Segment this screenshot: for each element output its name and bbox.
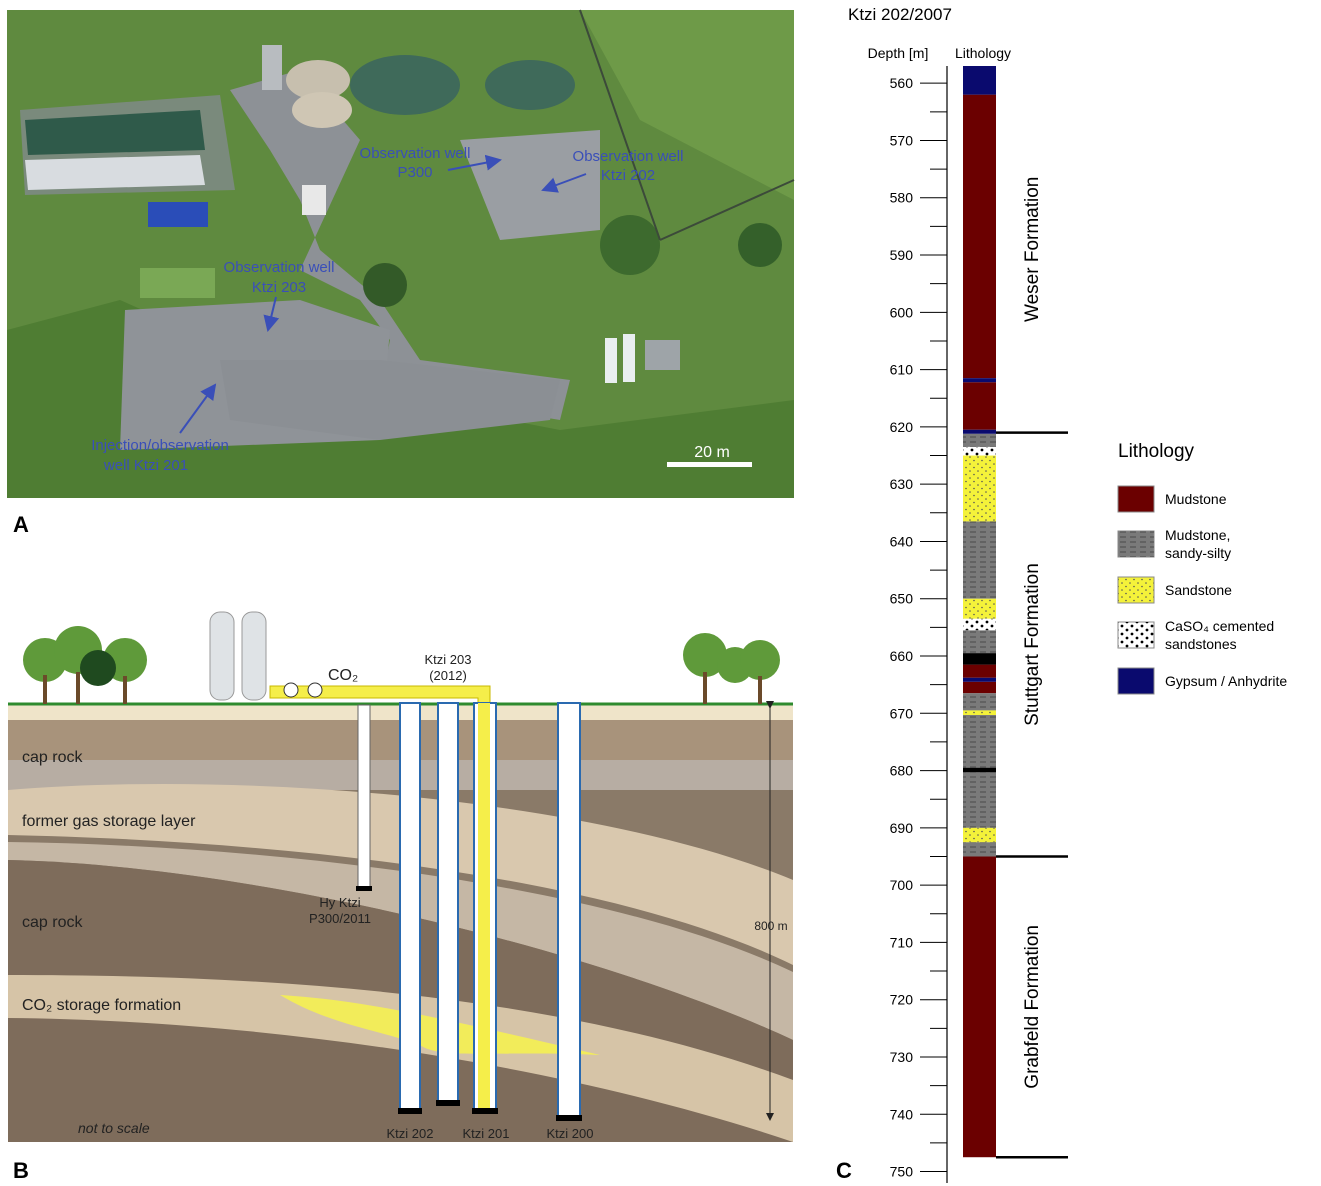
annotation-text: Ktzi 202 (601, 167, 655, 184)
annotation-text: Injection/observation (91, 437, 229, 454)
aerial-photo (7, 9, 795, 498)
lithology-layer (963, 664, 996, 678)
y-tick-label: 600 (890, 304, 914, 320)
y-tick-label: 650 (890, 591, 914, 607)
y-tick-label: 630 (890, 476, 914, 492)
layer-pattern (963, 710, 996, 716)
well-label: Ktzi 200 (547, 1126, 594, 1141)
y-tick-label: 720 (890, 992, 914, 1008)
annotation-text: P300 (397, 164, 432, 181)
scale-bar (667, 462, 752, 467)
cross-section (8, 611, 793, 1142)
legend-label: Sandstone (1165, 582, 1232, 598)
lithology-layer (963, 677, 996, 682)
well-label: Hy Ktzi (319, 895, 360, 910)
annotation-text: well Ktzi 201 (103, 457, 188, 474)
note: not to scale (78, 1120, 150, 1136)
lithology-layer (963, 767, 996, 773)
column-title: Lithology (955, 45, 1011, 61)
lithology-layer (963, 382, 996, 430)
layer-pattern (963, 827, 996, 843)
annotation-text: Ktzi 203 (252, 279, 306, 296)
layer-pattern (963, 630, 996, 654)
y-tick-label: 560 (890, 75, 914, 91)
panel-label: A (13, 512, 29, 537)
layer-pattern (963, 433, 996, 447)
layer-pattern (963, 521, 996, 599)
lithology-layer (963, 429, 996, 434)
lithology-layer (963, 378, 996, 383)
formation-name: Stuttgart Formation (1022, 563, 1043, 726)
panel-label: B (13, 1158, 29, 1183)
y-tick-label: 700 (890, 877, 914, 893)
layer-label: cap rock (22, 749, 83, 766)
annotation-text: Observation well (360, 145, 471, 162)
layer-label: cap rock (22, 914, 83, 931)
well-label: Ktzi 203 (425, 652, 472, 667)
annotation: Observation well P300 Observation well K… (91, 145, 683, 474)
scale-bar-label: 20 m (694, 444, 730, 461)
well-label: (2012) (429, 668, 467, 683)
y-tick-label: 710 (890, 934, 914, 950)
layer-pattern (963, 598, 996, 619)
layer-pattern (963, 772, 996, 828)
y-tick-label: 570 (890, 132, 914, 148)
formation-name: Weser Formation (1022, 177, 1043, 322)
legend-pattern (1118, 531, 1154, 557)
y-tick-label: 690 (890, 820, 914, 836)
lithology-layer (963, 856, 996, 1158)
y-tick-label: 730 (890, 1049, 914, 1065)
y-tick-label: 580 (890, 190, 914, 206)
layer-pattern (963, 842, 996, 857)
y-tick-label: 660 (890, 648, 914, 664)
legend-label: sandstones (1165, 636, 1237, 652)
y-tick-label: 610 (890, 362, 914, 378)
lithology-log: 560 570 580 590 600 610 620 630 640 650 660 670 680 6… (890, 66, 1287, 1183)
depth-label: 800 m (754, 919, 787, 933)
layer-label: CO₂ storage formation (22, 997, 181, 1014)
well-label: P300/2011 (309, 911, 371, 926)
layer-pattern (963, 455, 996, 522)
legend-pattern (1118, 622, 1154, 648)
well-label: Ktzi 201 (463, 1126, 510, 1141)
legend-pattern (1118, 577, 1154, 603)
axis-title: Depth [m] (868, 45, 929, 61)
y-tick-label: 670 (890, 705, 914, 721)
y-tick-label: 620 (890, 419, 914, 435)
gas-label: CO₂ (328, 667, 358, 684)
formation-name: Grabfeld Formation (1022, 925, 1043, 1089)
legend-label: Mudstone (1165, 491, 1227, 507)
layer-pattern (963, 715, 996, 768)
annotation-text: Observation well (573, 148, 684, 165)
legend-title: Lithology (1118, 441, 1195, 462)
y-tick-label: 740 (890, 1106, 914, 1122)
lithology-layer (963, 94, 996, 379)
log-title: Ktzi 202/2007 (848, 5, 952, 24)
y-tick-label: 750 (890, 1164, 914, 1180)
annotation-text: Observation well (224, 259, 335, 276)
panel-label: C (836, 1158, 852, 1183)
lithology-layer (963, 66, 996, 95)
lithology-layer (963, 653, 996, 665)
legend-label: CaSO₄ cemented (1165, 618, 1274, 634)
legend-label: Mudstone, (1165, 527, 1230, 543)
legend-label: sandy-silty (1165, 545, 1231, 561)
legend-swatch (1117, 667, 1155, 695)
y-tick-label: 640 (890, 533, 914, 549)
layer-pattern (963, 693, 996, 711)
y-tick-label: 590 (890, 247, 914, 263)
legend-swatch (1117, 485, 1155, 513)
layer-pattern (963, 618, 996, 631)
layer-pattern (963, 446, 996, 456)
lithology-layer (963, 681, 996, 694)
layer-label: former gas storage layer (22, 813, 196, 830)
y-tick-label: 680 (890, 763, 914, 779)
legend-label: Gypsum / Anhydrite (1165, 673, 1287, 689)
well-label: Ktzi 202 (387, 1126, 434, 1141)
